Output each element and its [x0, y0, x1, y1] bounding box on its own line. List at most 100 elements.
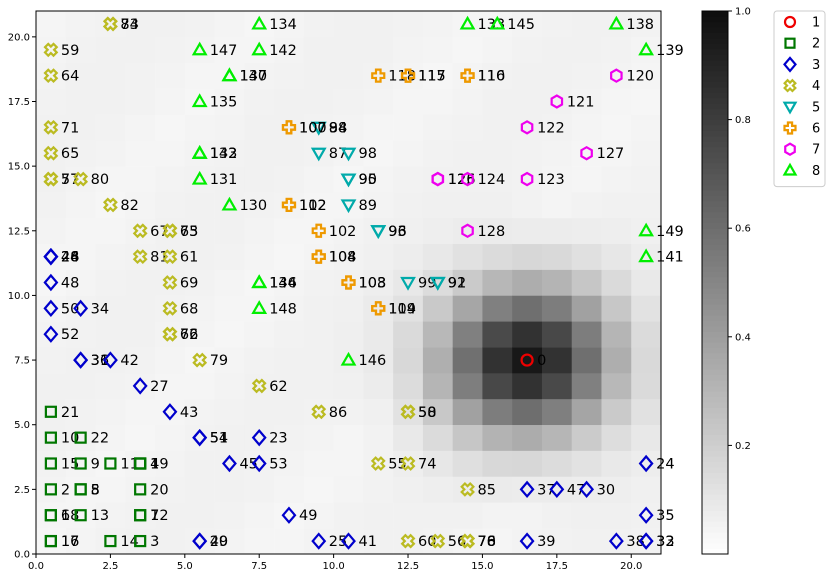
point-label: 108 — [359, 276, 387, 292]
y-tick-label: 20.0 — [8, 32, 30, 43]
point-label: 30 — [597, 482, 615, 498]
point-label: 148 — [269, 301, 297, 317]
marker-diamond — [519, 480, 535, 499]
heatmap-cell — [184, 528, 215, 555]
marker-triangle-up — [608, 15, 625, 30]
point-label: 103 — [359, 276, 387, 292]
colorbar-step — [702, 217, 728, 224]
marker-square — [134, 483, 147, 496]
heatmap-cell — [333, 373, 364, 400]
colorbar-step — [702, 450, 728, 457]
colorbar-step — [702, 374, 728, 381]
heatmap-cell — [631, 450, 662, 477]
heatmap-cell — [184, 11, 215, 38]
heatmap-cell — [303, 269, 334, 296]
point-label: 37 — [537, 482, 555, 498]
point-label: 124 — [478, 172, 506, 188]
heatmap-cell — [422, 114, 453, 141]
heatmap-cell — [65, 321, 96, 348]
heatmap-cell — [571, 476, 602, 503]
heatmap-cell — [125, 424, 156, 451]
heatmap-cell — [631, 88, 662, 115]
colorbar-step — [702, 342, 728, 349]
heatmap-cell — [333, 166, 364, 193]
marker-diamond — [43, 299, 59, 318]
marker-hexagon — [550, 94, 564, 109]
heatmap-cell — [184, 140, 215, 167]
colorbar-step — [702, 130, 728, 137]
point-label: 34 — [91, 301, 109, 317]
marker-diamond — [519, 532, 535, 550]
heatmap-cell — [274, 373, 305, 400]
heatmap-cell — [393, 114, 424, 141]
marker-plus — [311, 223, 326, 238]
colorbar-step — [702, 228, 728, 235]
point-label: 115 — [418, 69, 446, 85]
marker-plus — [341, 275, 356, 290]
marker-x — [102, 197, 118, 213]
heatmap-cell — [244, 321, 275, 348]
colorbar-step — [702, 429, 728, 435]
point-label: 102 — [299, 198, 327, 214]
axes: 0.0 2.5 5.0 7.5 10.0 12.5 15.0 17.5 20.00.02.55.… — [8, 10, 662, 572]
heatmap-cell — [333, 88, 364, 115]
heatmap-cell — [422, 217, 453, 245]
heatmap-cell — [422, 321, 453, 348]
colorbar-step — [702, 467, 728, 473]
marker-x — [460, 481, 475, 497]
colorbar-step — [702, 401, 728, 408]
point-label: 64 — [61, 69, 79, 85]
heatmap-cell — [65, 11, 96, 38]
heatmap-cell — [184, 166, 215, 193]
colorbar-step — [702, 119, 728, 126]
heatmap-cell — [244, 192, 275, 219]
point-label: 136 — [269, 276, 297, 292]
heatmap-cell — [274, 192, 305, 219]
heatmap-cell — [125, 450, 156, 477]
colorbar-step — [702, 304, 728, 311]
heatmap-cell — [155, 166, 186, 193]
colorbar-step — [702, 255, 728, 262]
heatmap-cell — [541, 166, 573, 193]
colorbar-step — [702, 336, 728, 343]
marker-diamond — [192, 532, 208, 550]
heatmap-cell — [571, 140, 602, 167]
heatmap-cell — [125, 502, 156, 529]
point-label: 144 — [269, 276, 297, 292]
heatmap-cell — [631, 347, 662, 374]
point-label: 0 — [537, 353, 546, 369]
colorbar-step — [702, 195, 728, 202]
heatmap-cell — [36, 88, 67, 115]
heatmap-cell — [363, 476, 394, 503]
heatmap-cell — [601, 502, 632, 529]
colorbar-step — [702, 179, 728, 186]
heatmap-cell — [65, 166, 96, 193]
heatmap-cell — [184, 424, 215, 451]
colorbar-step — [702, 434, 728, 441]
heatmap-cell — [512, 166, 543, 193]
heatmap-cell — [631, 243, 662, 270]
heatmap-cell — [422, 424, 453, 451]
point-label: 41 — [359, 534, 377, 550]
colorbar-step — [702, 249, 728, 256]
colorbar-step — [702, 81, 728, 88]
heatmap-cell — [363, 88, 394, 115]
heatmap-cell — [303, 295, 334, 322]
colorbar-step — [702, 391, 728, 397]
heatmap-cell — [184, 217, 215, 245]
colorbar-step — [702, 206, 728, 213]
heatmap-cell — [393, 398, 424, 426]
heatmap-cell — [512, 269, 543, 296]
colorbar-tick-label: 0.4 — [735, 332, 751, 343]
point-label: 7 — [150, 508, 159, 524]
heatmap-cell — [214, 140, 245, 167]
heatmap-cell — [601, 114, 632, 141]
heatmap-cell — [125, 11, 156, 38]
heatmap-cell — [601, 321, 632, 348]
point-label: 128 — [478, 224, 506, 240]
heatmap-cell — [482, 398, 513, 426]
heatmap-cell — [363, 528, 394, 555]
marker-x — [162, 223, 178, 239]
heatmap-cell — [452, 36, 483, 64]
marker-square — [44, 534, 57, 548]
